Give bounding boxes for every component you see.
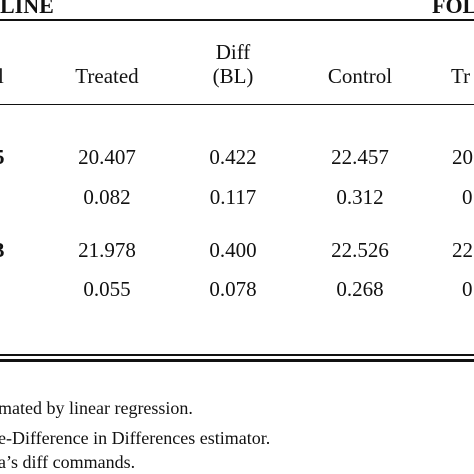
group-header-follow-up: FOL <box>432 0 474 18</box>
table-bottom-rule-thick <box>0 359 474 362</box>
column-header-rule <box>0 104 474 105</box>
row-label: 3 <box>0 240 5 261</box>
cell-partial-estimate: 20 <box>452 145 473 169</box>
column-header-diff-bl: (BL) <box>212 64 254 88</box>
table-bottom-rule <box>0 354 474 356</box>
cell-partial-estimate: 22 <box>452 238 473 262</box>
column-header-control: Control <box>327 64 393 88</box>
note-line: mated by linear regression. <box>0 398 193 418</box>
header-rule <box>0 19 474 21</box>
cell-partial-se: 0 <box>462 185 473 209</box>
cell-control-estimate: 22.457 <box>331 145 389 169</box>
row-label: 5 <box>0 147 5 168</box>
cell-treated-estimate: 21.978 <box>78 238 136 262</box>
cell-treated-estimate: 20.407 <box>78 145 136 169</box>
cell-treated-se: 0.055 <box>83 277 131 301</box>
cell-diff-estimate: 0.400 <box>209 238 257 262</box>
column-header-diff: Diff <box>215 40 251 64</box>
column-header-partial-left: l <box>0 64 4 88</box>
cell-partial-se: 0 <box>462 277 473 301</box>
cell-control-se: 0.312 <box>336 185 384 209</box>
cell-control-estimate: 22.526 <box>331 238 389 262</box>
cell-control-se: 0.268 <box>336 277 384 301</box>
cell-treated-se: 0.082 <box>83 185 131 209</box>
cell-diff-estimate: 0.422 <box>209 145 257 169</box>
column-header-partial-right: Tr <box>451 64 471 88</box>
cell-diff-se: 0.117 <box>209 185 257 209</box>
cell-diff-se: 0.078 <box>209 277 257 301</box>
group-header-baseline: LINE <box>0 0 54 18</box>
column-header-treated: Treated <box>75 64 139 88</box>
note-line: a’s diff commands. <box>0 452 136 472</box>
note-line: e-Difference in Differences estimator. <box>0 428 271 448</box>
